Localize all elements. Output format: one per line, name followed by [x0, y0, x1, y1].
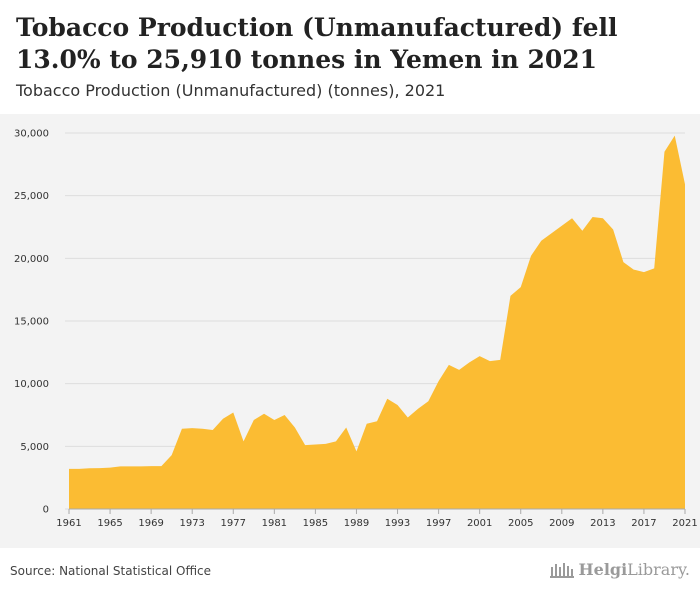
x-tick-label: 1997 [426, 518, 451, 529]
y-tick-label: 20,000 [14, 254, 49, 265]
data-point [570, 216, 574, 220]
x-tick-label: 1981 [262, 518, 287, 529]
x-tick-label: 1977 [221, 518, 246, 529]
data-point [231, 410, 235, 414]
data-point [262, 412, 266, 416]
chart-panel: 0 5,000 10,000 15,000 20,000 25,000 30,000 196… [0, 114, 700, 548]
data-point [170, 453, 174, 457]
data-point [447, 363, 451, 367]
data-point [642, 270, 646, 274]
x-tick-label: 2013 [590, 518, 615, 529]
data-point [324, 442, 328, 446]
data-point [580, 229, 584, 233]
data-point [118, 464, 122, 468]
data-point [88, 466, 92, 470]
x-tick-label: 1973 [179, 518, 204, 529]
data-point [591, 215, 595, 219]
x-tick-label: 1989 [344, 518, 369, 529]
x-tick-label: 2021 [672, 518, 697, 529]
library-building-icon [549, 562, 574, 578]
data-point [467, 360, 471, 364]
x-tick-label: 1965 [97, 518, 122, 529]
data-point [242, 439, 246, 443]
data-point [498, 358, 502, 362]
data-point [200, 427, 204, 431]
data-point [334, 439, 338, 443]
chart-title: Tobacco Production (Unmanufactured) fell… [16, 13, 618, 74]
x-tick-label: 1969 [138, 518, 163, 529]
helgilibrary-logo[interactable]: HelgiLibrary. [549, 560, 690, 579]
y-tick-label: 25,000 [14, 191, 49, 202]
x-tick-label: 1961 [56, 518, 81, 529]
data-point [529, 254, 533, 258]
data-point [550, 231, 554, 235]
x-tick-label: 1993 [385, 518, 410, 529]
logo-text-rest: Library. [627, 560, 690, 579]
y-tick-label: 5,000 [20, 442, 49, 453]
data-point [539, 239, 543, 243]
data-point [149, 464, 153, 468]
data-point [344, 426, 348, 430]
y-tick-label: 30,000 [14, 129, 49, 140]
data-point [416, 407, 420, 411]
data-point [457, 368, 461, 372]
data-point [478, 354, 482, 358]
data-point [652, 266, 656, 270]
data-point [313, 442, 317, 446]
data-point [159, 464, 163, 468]
data-point [272, 418, 276, 422]
data-point [406, 416, 410, 420]
x-tick-label: 2001 [467, 518, 492, 529]
data-point [396, 403, 400, 407]
data-point [77, 467, 81, 471]
data-point [67, 467, 71, 471]
data-point [375, 419, 379, 423]
data-point [98, 466, 102, 470]
data-point [303, 443, 307, 447]
x-tick-label: 2009 [549, 518, 574, 529]
x-tick-label: 1985 [303, 518, 328, 529]
data-point [293, 426, 297, 430]
chart-subtitle: Tobacco Production (Unmanufactured) (ton… [16, 81, 446, 100]
y-tick-label: 10,000 [14, 379, 49, 390]
x-tick-label: 2017 [631, 518, 656, 529]
logo-text: HelgiLibrary. [579, 560, 690, 579]
area-series-path [69, 135, 685, 509]
data-point [180, 427, 184, 431]
area-series [67, 134, 687, 509]
data-point [252, 418, 256, 422]
data-point [365, 422, 369, 426]
y-axis: 0 5,000 10,000 15,000 20,000 25,000 30,000 [14, 129, 49, 516]
data-point [283, 413, 287, 417]
data-point [354, 449, 358, 453]
data-point [211, 428, 215, 432]
y-tick-label: 0 [43, 505, 49, 516]
data-point [139, 464, 143, 468]
data-point [129, 464, 133, 468]
data-point [437, 379, 441, 383]
data-point [601, 216, 605, 220]
data-point [560, 224, 564, 228]
data-point [683, 182, 687, 186]
data-point [621, 260, 625, 264]
data-point [190, 426, 194, 430]
source-note: Source: National Statistical Office [10, 564, 212, 578]
data-point [632, 268, 636, 272]
grid-lines [65, 132, 685, 510]
data-point [385, 397, 389, 401]
data-point [508, 294, 512, 298]
logo-text-bold: Helgi [578, 560, 628, 579]
x-tick-label: 2005 [508, 518, 533, 529]
y-tick-label: 15,000 [14, 317, 49, 328]
data-point [426, 399, 430, 403]
x-axis: 1961 1965 1969 1973 1977 1981 1985 1989 1993 1997… [56, 508, 698, 529]
data-point [221, 417, 225, 421]
data-point [519, 285, 523, 289]
data-point [611, 228, 615, 232]
data-point [108, 466, 112, 470]
data-point [673, 134, 677, 138]
area-chart: 0 5,000 10,000 15,000 20,000 25,000 30,000 196… [14, 129, 698, 530]
data-point [662, 150, 666, 154]
data-point [488, 359, 492, 363]
